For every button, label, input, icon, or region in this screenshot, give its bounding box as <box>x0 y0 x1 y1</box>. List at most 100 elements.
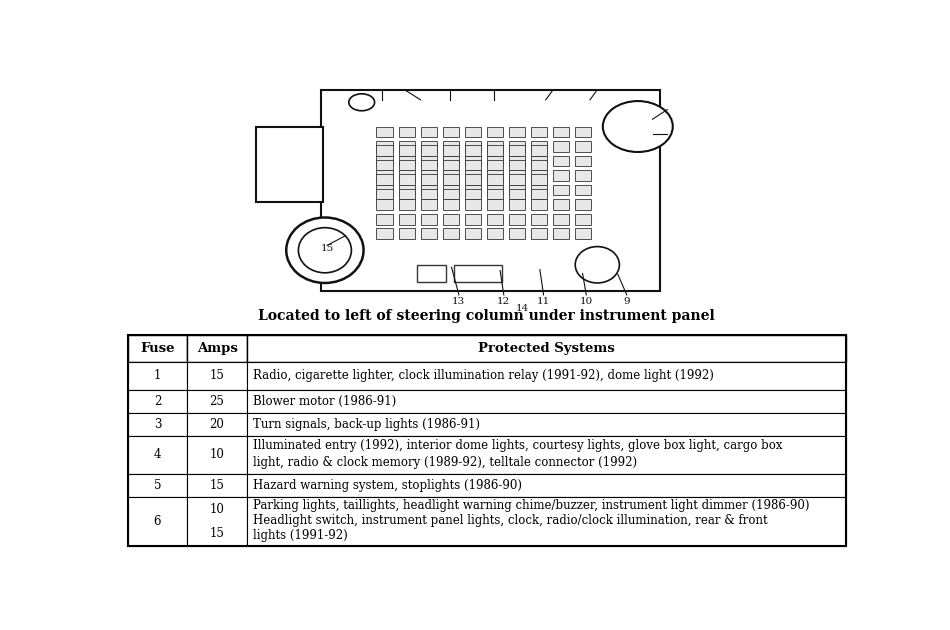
Bar <box>127 362 187 390</box>
Bar <box>376 188 392 199</box>
Bar <box>486 188 504 199</box>
Bar <box>443 141 459 152</box>
Bar <box>399 214 415 224</box>
Bar <box>376 141 392 152</box>
Bar <box>465 156 481 166</box>
Bar <box>376 214 392 224</box>
Bar <box>531 127 547 137</box>
Text: Located to left of steering column under instrument panel: Located to left of steering column under… <box>258 309 715 323</box>
Bar <box>399 199 415 210</box>
Bar <box>509 159 525 170</box>
Bar <box>486 159 504 170</box>
Bar <box>486 127 504 137</box>
Bar <box>421 170 437 181</box>
Bar <box>247 435 846 474</box>
Bar <box>127 335 187 362</box>
Bar <box>486 145 504 156</box>
Bar <box>399 127 415 137</box>
Text: 6: 6 <box>154 515 162 528</box>
Text: 15: 15 <box>210 527 224 540</box>
Bar <box>454 265 502 282</box>
Bar <box>399 170 415 181</box>
Bar <box>443 127 459 137</box>
Ellipse shape <box>286 217 364 283</box>
Text: 14: 14 <box>516 304 529 313</box>
Bar <box>465 145 481 156</box>
Bar <box>127 390 187 413</box>
Text: 10: 10 <box>580 297 593 306</box>
Bar <box>421 156 437 166</box>
Bar <box>509 229 525 239</box>
Text: 4: 4 <box>154 449 162 461</box>
Bar <box>399 229 415 239</box>
Bar <box>465 170 481 181</box>
Bar <box>465 159 481 170</box>
Bar <box>509 156 525 166</box>
Bar <box>531 185 547 195</box>
Bar <box>576 185 592 195</box>
Bar <box>187 335 247 362</box>
Bar <box>509 170 525 181</box>
Bar <box>421 159 437 170</box>
Bar <box>576 229 592 239</box>
Bar <box>187 474 247 497</box>
Bar <box>256 127 323 202</box>
Text: light, radio & clock memory (1989-92), telltale connector (1992): light, radio & clock memory (1989-92), t… <box>253 456 636 469</box>
Bar <box>247 335 846 362</box>
Bar <box>443 199 459 210</box>
Bar <box>486 199 504 210</box>
Bar <box>531 159 547 170</box>
Bar <box>509 141 525 152</box>
Ellipse shape <box>603 101 673 152</box>
Bar <box>553 229 569 239</box>
Text: 15: 15 <box>210 479 224 492</box>
Bar <box>465 174 481 185</box>
Bar <box>376 159 392 170</box>
Bar <box>421 127 437 137</box>
Bar <box>443 229 459 239</box>
Bar <box>127 413 187 435</box>
Text: Parking lights, taillights, headlight warning chime/buzzer, instrument light dim: Parking lights, taillights, headlight wa… <box>253 500 809 512</box>
Bar <box>443 214 459 224</box>
Text: Illuminated entry (1992), interior dome lights, courtesy lights, glove box light: Illuminated entry (1992), interior dome … <box>253 439 782 452</box>
Text: 10: 10 <box>210 503 224 516</box>
Bar <box>187 413 247 435</box>
Bar <box>127 335 846 546</box>
Bar <box>576 127 592 137</box>
Text: 11: 11 <box>537 297 550 306</box>
Bar <box>399 156 415 166</box>
Bar <box>465 127 481 137</box>
Text: Protected Systems: Protected Systems <box>478 342 615 355</box>
Bar <box>486 214 504 224</box>
Bar <box>509 174 525 185</box>
Text: 3: 3 <box>154 418 162 431</box>
Bar <box>187 435 247 474</box>
Bar <box>399 185 415 195</box>
Bar <box>509 145 525 156</box>
Bar <box>321 90 660 292</box>
Bar <box>443 188 459 199</box>
Bar <box>531 156 547 166</box>
Text: Turn signals, back-up lights (1986-91): Turn signals, back-up lights (1986-91) <box>253 418 480 431</box>
Bar <box>531 199 547 210</box>
Bar <box>509 127 525 137</box>
Bar <box>443 159 459 170</box>
Bar <box>576 199 592 210</box>
Ellipse shape <box>298 227 352 273</box>
Bar <box>127 497 187 546</box>
Bar <box>465 141 481 152</box>
Bar <box>531 145 547 156</box>
Bar <box>509 185 525 195</box>
Bar <box>376 199 392 210</box>
Bar <box>553 214 569 224</box>
Bar <box>553 170 569 181</box>
Bar <box>576 156 592 166</box>
Bar <box>486 229 504 239</box>
Bar <box>376 170 392 181</box>
Bar <box>531 174 547 185</box>
Bar <box>443 145 459 156</box>
Bar <box>127 435 187 474</box>
Bar <box>376 145 392 156</box>
Bar <box>553 141 569 152</box>
Bar <box>531 214 547 224</box>
